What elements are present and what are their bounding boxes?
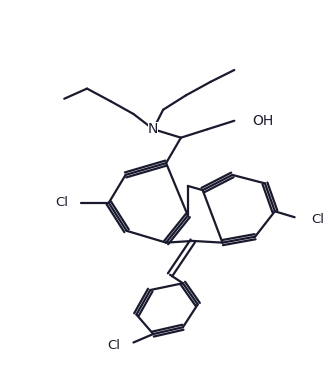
Text: OH: OH xyxy=(252,114,273,128)
Text: Cl: Cl xyxy=(311,213,324,226)
Text: N: N xyxy=(148,122,159,136)
Text: Cl: Cl xyxy=(55,196,68,209)
Text: Cl: Cl xyxy=(107,338,120,351)
